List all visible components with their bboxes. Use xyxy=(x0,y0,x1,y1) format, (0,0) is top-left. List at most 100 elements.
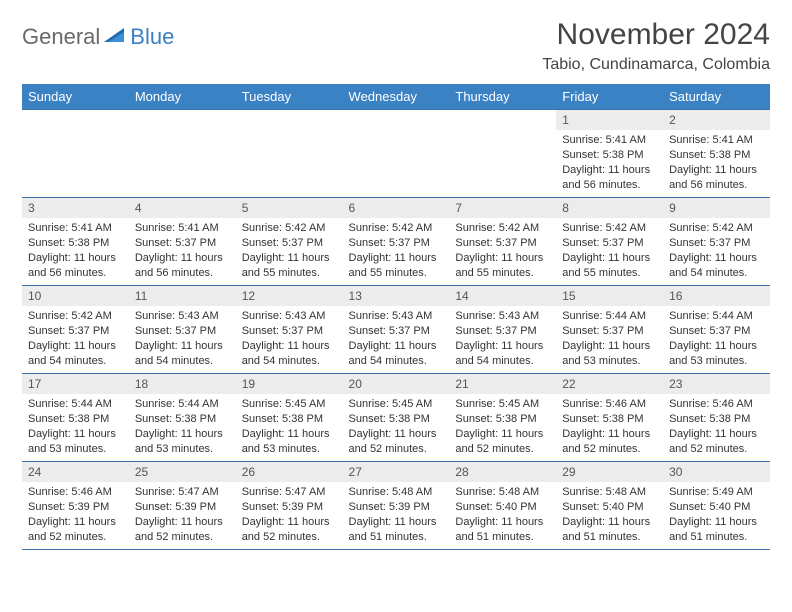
day-cell-18: 18Sunrise: 5:44 AMSunset: 5:38 PMDayligh… xyxy=(129,374,236,462)
day-cell-5: 5Sunrise: 5:42 AMSunset: 5:37 PMDaylight… xyxy=(236,198,343,286)
day-cell-19: 19Sunrise: 5:45 AMSunset: 5:38 PMDayligh… xyxy=(236,374,343,462)
empty-cell xyxy=(236,110,343,198)
day-number: 24 xyxy=(22,462,129,482)
weekday-wednesday: Wednesday xyxy=(343,84,450,110)
empty-cell xyxy=(343,110,450,198)
weekday-thursday: Thursday xyxy=(449,84,556,110)
day-cell-3: 3Sunrise: 5:41 AMSunset: 5:38 PMDaylight… xyxy=(22,198,129,286)
day-cell-26: 26Sunrise: 5:47 AMSunset: 5:39 PMDayligh… xyxy=(236,462,343,550)
day-cell-8: 8Sunrise: 5:42 AMSunset: 5:37 PMDaylight… xyxy=(556,198,663,286)
weekday-tuesday: Tuesday xyxy=(236,84,343,110)
title-block: November 2024 Tabio, Cundinamarca, Colom… xyxy=(542,18,770,74)
day-content: Sunrise: 5:42 AMSunset: 5:37 PMDaylight:… xyxy=(663,218,770,283)
empty-cell xyxy=(449,110,556,198)
day-number: 19 xyxy=(236,374,343,394)
logo-text-blue: Blue xyxy=(130,24,174,50)
day-number: 27 xyxy=(343,462,450,482)
day-cell-7: 7Sunrise: 5:42 AMSunset: 5:37 PMDaylight… xyxy=(449,198,556,286)
logo-triangle-icon xyxy=(104,26,128,49)
day-content: Sunrise: 5:42 AMSunset: 5:37 PMDaylight:… xyxy=(236,218,343,283)
month-title: November 2024 xyxy=(542,18,770,52)
day-cell-12: 12Sunrise: 5:43 AMSunset: 5:37 PMDayligh… xyxy=(236,286,343,374)
day-content: Sunrise: 5:47 AMSunset: 5:39 PMDaylight:… xyxy=(236,482,343,547)
day-cell-11: 11Sunrise: 5:43 AMSunset: 5:37 PMDayligh… xyxy=(129,286,236,374)
day-number: 15 xyxy=(556,286,663,306)
day-cell-2: 2Sunrise: 5:41 AMSunset: 5:38 PMDaylight… xyxy=(663,110,770,198)
calendar-body: 1Sunrise: 5:41 AMSunset: 5:38 PMDaylight… xyxy=(22,110,770,550)
day-number: 23 xyxy=(663,374,770,394)
day-content: Sunrise: 5:45 AMSunset: 5:38 PMDaylight:… xyxy=(236,394,343,459)
day-content: Sunrise: 5:42 AMSunset: 5:37 PMDaylight:… xyxy=(22,306,129,371)
calendar-row: 24Sunrise: 5:46 AMSunset: 5:39 PMDayligh… xyxy=(22,462,770,550)
day-cell-27: 27Sunrise: 5:48 AMSunset: 5:39 PMDayligh… xyxy=(343,462,450,550)
day-content: Sunrise: 5:41 AMSunset: 5:38 PMDaylight:… xyxy=(556,130,663,195)
day-cell-16: 16Sunrise: 5:44 AMSunset: 5:37 PMDayligh… xyxy=(663,286,770,374)
calendar-row: 17Sunrise: 5:44 AMSunset: 5:38 PMDayligh… xyxy=(22,374,770,462)
day-content: Sunrise: 5:41 AMSunset: 5:37 PMDaylight:… xyxy=(129,218,236,283)
day-content: Sunrise: 5:44 AMSunset: 5:38 PMDaylight:… xyxy=(22,394,129,459)
empty-cell xyxy=(22,110,129,198)
day-number: 6 xyxy=(343,198,450,218)
day-content: Sunrise: 5:47 AMSunset: 5:39 PMDaylight:… xyxy=(129,482,236,547)
day-content: Sunrise: 5:41 AMSunset: 5:38 PMDaylight:… xyxy=(663,130,770,195)
day-content: Sunrise: 5:41 AMSunset: 5:38 PMDaylight:… xyxy=(22,218,129,283)
day-cell-24: 24Sunrise: 5:46 AMSunset: 5:39 PMDayligh… xyxy=(22,462,129,550)
day-cell-15: 15Sunrise: 5:44 AMSunset: 5:37 PMDayligh… xyxy=(556,286,663,374)
day-number: 25 xyxy=(129,462,236,482)
logo-text-general: General xyxy=(22,24,100,50)
day-cell-6: 6Sunrise: 5:42 AMSunset: 5:37 PMDaylight… xyxy=(343,198,450,286)
day-number: 29 xyxy=(556,462,663,482)
day-cell-17: 17Sunrise: 5:44 AMSunset: 5:38 PMDayligh… xyxy=(22,374,129,462)
day-content: Sunrise: 5:45 AMSunset: 5:38 PMDaylight:… xyxy=(343,394,450,459)
day-content: Sunrise: 5:43 AMSunset: 5:37 PMDaylight:… xyxy=(236,306,343,371)
day-content: Sunrise: 5:43 AMSunset: 5:37 PMDaylight:… xyxy=(449,306,556,371)
day-number: 3 xyxy=(22,198,129,218)
day-number: 22 xyxy=(556,374,663,394)
day-content: Sunrise: 5:42 AMSunset: 5:37 PMDaylight:… xyxy=(449,218,556,283)
day-cell-4: 4Sunrise: 5:41 AMSunset: 5:37 PMDaylight… xyxy=(129,198,236,286)
calendar-row: 3Sunrise: 5:41 AMSunset: 5:38 PMDaylight… xyxy=(22,198,770,286)
day-number: 18 xyxy=(129,374,236,394)
day-content: Sunrise: 5:44 AMSunset: 5:38 PMDaylight:… xyxy=(129,394,236,459)
day-number: 10 xyxy=(22,286,129,306)
day-number: 17 xyxy=(22,374,129,394)
day-number: 1 xyxy=(556,110,663,130)
day-cell-23: 23Sunrise: 5:46 AMSunset: 5:38 PMDayligh… xyxy=(663,374,770,462)
day-content: Sunrise: 5:42 AMSunset: 5:37 PMDaylight:… xyxy=(343,218,450,283)
calendar-table: SundayMondayTuesdayWednesdayThursdayFrid… xyxy=(22,84,770,550)
day-content: Sunrise: 5:48 AMSunset: 5:40 PMDaylight:… xyxy=(449,482,556,547)
day-cell-13: 13Sunrise: 5:43 AMSunset: 5:37 PMDayligh… xyxy=(343,286,450,374)
day-content: Sunrise: 5:43 AMSunset: 5:37 PMDaylight:… xyxy=(129,306,236,371)
weekday-saturday: Saturday xyxy=(663,84,770,110)
day-cell-1: 1Sunrise: 5:41 AMSunset: 5:38 PMDaylight… xyxy=(556,110,663,198)
weekday-header-row: SundayMondayTuesdayWednesdayThursdayFrid… xyxy=(22,84,770,110)
weekday-monday: Monday xyxy=(129,84,236,110)
day-number: 9 xyxy=(663,198,770,218)
day-number: 30 xyxy=(663,462,770,482)
day-cell-28: 28Sunrise: 5:48 AMSunset: 5:40 PMDayligh… xyxy=(449,462,556,550)
day-number: 12 xyxy=(236,286,343,306)
day-number: 20 xyxy=(343,374,450,394)
day-number: 28 xyxy=(449,462,556,482)
day-number: 16 xyxy=(663,286,770,306)
day-number: 2 xyxy=(663,110,770,130)
day-cell-20: 20Sunrise: 5:45 AMSunset: 5:38 PMDayligh… xyxy=(343,374,450,462)
day-cell-25: 25Sunrise: 5:47 AMSunset: 5:39 PMDayligh… xyxy=(129,462,236,550)
day-content: Sunrise: 5:45 AMSunset: 5:38 PMDaylight:… xyxy=(449,394,556,459)
day-cell-10: 10Sunrise: 5:42 AMSunset: 5:37 PMDayligh… xyxy=(22,286,129,374)
calendar-row: 1Sunrise: 5:41 AMSunset: 5:38 PMDaylight… xyxy=(22,110,770,198)
day-cell-29: 29Sunrise: 5:48 AMSunset: 5:40 PMDayligh… xyxy=(556,462,663,550)
day-content: Sunrise: 5:46 AMSunset: 5:38 PMDaylight:… xyxy=(663,394,770,459)
day-content: Sunrise: 5:48 AMSunset: 5:40 PMDaylight:… xyxy=(556,482,663,547)
day-cell-9: 9Sunrise: 5:42 AMSunset: 5:37 PMDaylight… xyxy=(663,198,770,286)
empty-cell xyxy=(129,110,236,198)
header: General Blue November 2024 Tabio, Cundin… xyxy=(22,18,770,74)
day-number: 26 xyxy=(236,462,343,482)
day-content: Sunrise: 5:44 AMSunset: 5:37 PMDaylight:… xyxy=(663,306,770,371)
calendar-row: 10Sunrise: 5:42 AMSunset: 5:37 PMDayligh… xyxy=(22,286,770,374)
weekday-sunday: Sunday xyxy=(22,84,129,110)
day-content: Sunrise: 5:49 AMSunset: 5:40 PMDaylight:… xyxy=(663,482,770,547)
day-number: 11 xyxy=(129,286,236,306)
day-number: 8 xyxy=(556,198,663,218)
day-content: Sunrise: 5:42 AMSunset: 5:37 PMDaylight:… xyxy=(556,218,663,283)
